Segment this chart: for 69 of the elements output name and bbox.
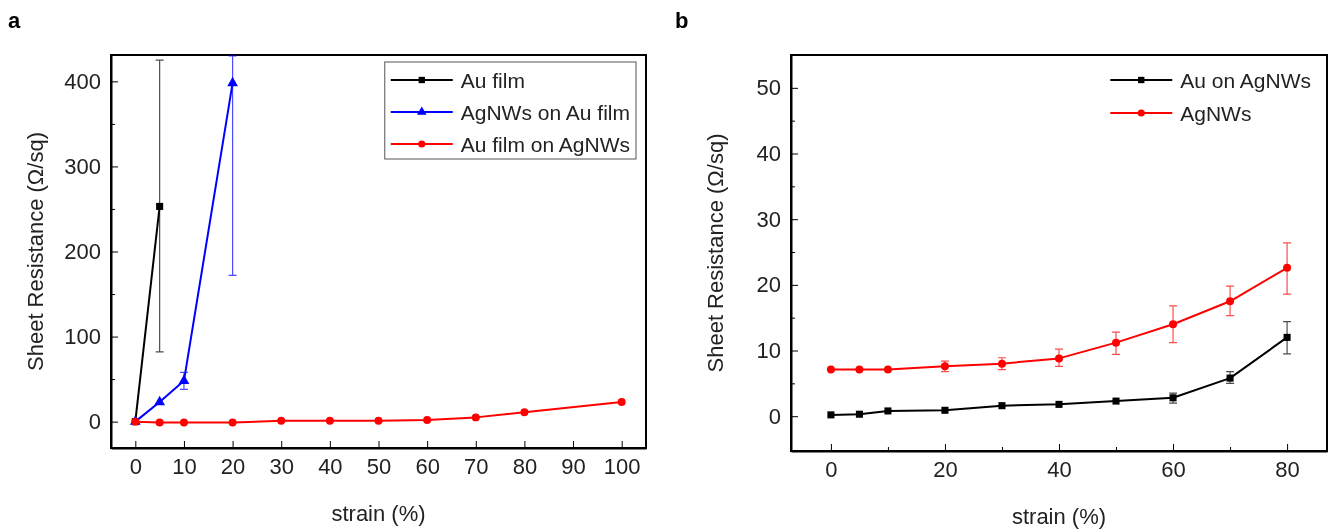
point xyxy=(325,416,334,425)
y-tick-label: 30 xyxy=(756,206,781,232)
x-tick-label: 80 xyxy=(1275,456,1300,482)
y-tick-label: 40 xyxy=(756,141,781,167)
point xyxy=(855,365,864,374)
point xyxy=(227,76,238,87)
x-tick-label: 30 xyxy=(269,453,294,479)
y-tick-label: 300 xyxy=(64,153,101,179)
point xyxy=(423,415,432,424)
legend-label: Au film xyxy=(460,69,525,92)
y-tick-label: 0 xyxy=(768,403,781,429)
chart-title: a xyxy=(8,8,21,33)
point xyxy=(617,398,626,407)
point xyxy=(1283,263,1292,272)
x-tick-label: 0 xyxy=(129,453,142,479)
point xyxy=(1055,354,1063,363)
point xyxy=(1283,333,1291,341)
y-axis-title: Sheet Resistance (Ω/sq) xyxy=(23,132,48,371)
x-tick-label: 60 xyxy=(415,453,440,479)
point xyxy=(941,406,949,414)
legend-label: Au on AgNWs xyxy=(1180,69,1311,92)
point xyxy=(471,413,480,422)
y-tick-label: 50 xyxy=(756,75,781,101)
chart-title: b xyxy=(675,8,689,33)
y-tick-label: 400 xyxy=(64,68,101,94)
point xyxy=(1226,374,1234,382)
x-axis-title: strain (%) xyxy=(331,501,426,526)
point xyxy=(277,416,286,425)
y-tick-label: 10 xyxy=(756,338,781,364)
x-tick-label: 10 xyxy=(172,453,197,479)
x-tick-label: 50 xyxy=(366,453,392,479)
x-tick-label: 70 xyxy=(464,453,489,479)
y-tick-label: 0 xyxy=(88,409,101,435)
point xyxy=(998,402,1006,410)
point xyxy=(178,374,190,384)
x-tick-label: 90 xyxy=(561,453,586,479)
point xyxy=(179,418,188,427)
y-tick-label: 100 xyxy=(64,324,101,350)
point xyxy=(1226,297,1235,306)
x-tick-label: 100 xyxy=(603,453,641,479)
point xyxy=(374,416,383,425)
y-tick-label: 20 xyxy=(756,272,781,298)
point xyxy=(154,395,166,406)
x-tick-label: 20 xyxy=(933,456,958,482)
point xyxy=(883,365,892,374)
point xyxy=(855,410,863,418)
x-tick-label: 40 xyxy=(318,453,343,479)
point xyxy=(1112,397,1120,405)
x-tick-label: 60 xyxy=(1161,456,1186,482)
point xyxy=(1055,400,1063,408)
x-tick-label: 40 xyxy=(1047,456,1072,482)
x-tick-label: 80 xyxy=(512,453,538,479)
x-tick-label: 20 xyxy=(220,453,246,479)
point xyxy=(884,407,892,415)
legend-label: AgNWs on Au film xyxy=(460,101,630,124)
point xyxy=(155,418,164,427)
legend-label: AgNWs xyxy=(1180,102,1252,125)
y-tick-label: 200 xyxy=(64,239,101,265)
x-axis-title: strain (%) xyxy=(1011,504,1107,529)
point xyxy=(826,365,835,374)
legend-label: Au film on AgNWs xyxy=(460,133,630,156)
x-tick-label: 0 xyxy=(825,456,838,482)
point xyxy=(156,202,164,210)
point xyxy=(827,411,835,419)
y-axis-title: Sheet Resistance (Ω/sq) xyxy=(703,133,728,373)
point xyxy=(520,408,529,417)
point xyxy=(1112,338,1121,347)
point xyxy=(228,418,237,427)
point xyxy=(1169,320,1178,329)
